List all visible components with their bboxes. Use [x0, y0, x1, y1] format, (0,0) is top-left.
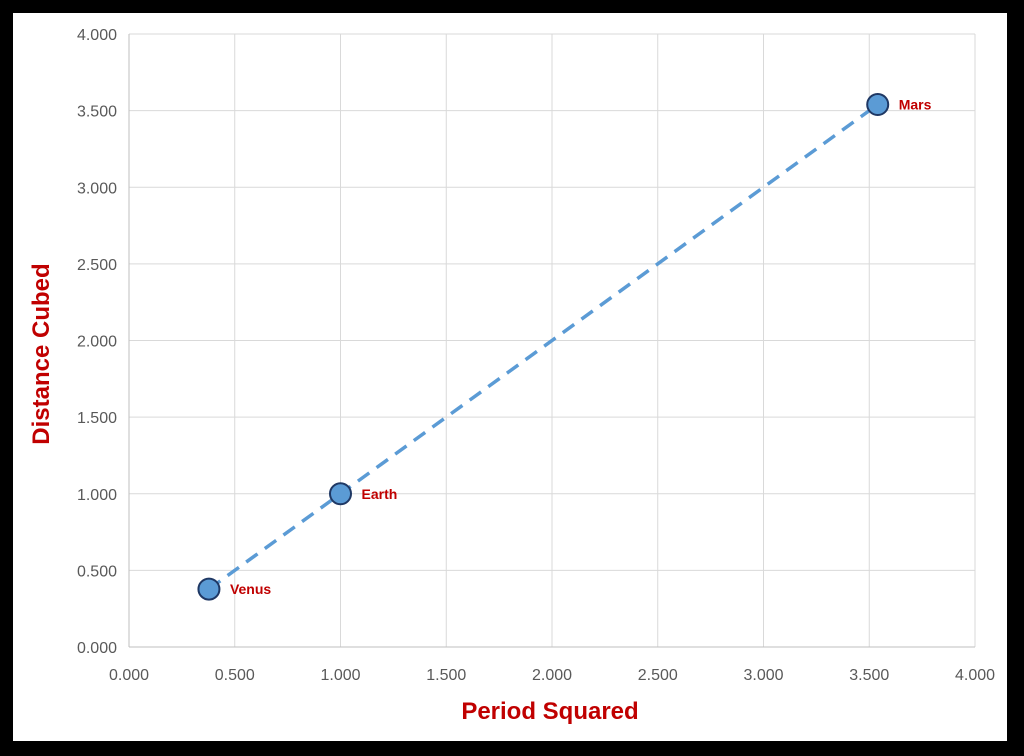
data-points: [197, 92, 890, 601]
trendline: [207, 103, 879, 591]
x-tick-label: 0.000: [109, 667, 149, 684]
tick-labels: 0.000 0.500 1.000 1.500 2.000 2.500 3.000 3.500…: [77, 27, 995, 684]
x-tick-label: 0.500: [215, 667, 255, 684]
y-tick-label: 2.000: [77, 334, 117, 351]
x-tick-label: 1.500: [426, 667, 466, 684]
x-tick-label: 3.000: [743, 667, 783, 684]
x-axis-title: Period Squared: [461, 698, 638, 725]
x-tick-label: 2.500: [638, 667, 678, 684]
y-tick-label: 3.000: [77, 180, 117, 197]
data-point-earth: [329, 482, 352, 506]
y-tick-label: 3.500: [77, 104, 117, 121]
point-label-mars: Mars: [899, 96, 932, 112]
y-axis-title: Distance Cubed: [28, 263, 55, 444]
x-tick-label: 4.000: [955, 667, 995, 684]
point-labels: Venus Earth Mars: [230, 96, 932, 597]
y-tick-label: 1.000: [77, 487, 117, 504]
x-tick-label: 2.000: [532, 667, 572, 684]
y-tick-label: 4.000: [77, 27, 117, 44]
y-tick-label: 0.500: [77, 563, 117, 580]
point-label-venus: Venus: [230, 581, 271, 597]
y-tick-label: 2.500: [77, 257, 117, 274]
scatter-chart: 0.000 0.500 1.000 1.500 2.000 2.500 3.000 3.500…: [28, 27, 995, 725]
grid: [129, 33, 976, 647]
y-tick-label: 1.500: [77, 410, 117, 427]
chart-frame: 0.000 0.500 1.000 1.500 2.000 2.500 3.000 3.500…: [13, 13, 1007, 741]
axes: [128, 34, 975, 648]
point-label-earth: Earth: [362, 486, 398, 502]
x-tick-label: 1.000: [320, 667, 360, 684]
y-tick-label: 0.000: [77, 640, 117, 657]
trendline-layer: [207, 103, 879, 591]
data-point-mars: [866, 92, 890, 116]
data-point-venus: [197, 577, 221, 601]
x-tick-label: 3.500: [849, 667, 889, 684]
